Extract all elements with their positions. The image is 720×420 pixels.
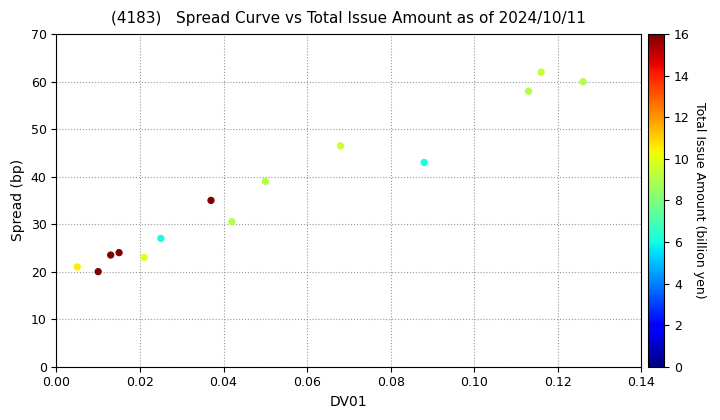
Point xyxy=(418,159,430,166)
Point xyxy=(205,197,217,204)
Point xyxy=(260,178,271,185)
Y-axis label: Total Issue Amount (billion yen): Total Issue Amount (billion yen) xyxy=(693,102,706,299)
Title: (4183)   Spread Curve vs Total Issue Amount as of 2024/10/11: (4183) Spread Curve vs Total Issue Amoun… xyxy=(112,11,586,26)
Point xyxy=(226,218,238,225)
Point xyxy=(335,142,346,149)
Point xyxy=(92,268,104,275)
Point xyxy=(155,235,166,242)
Point xyxy=(138,254,150,261)
X-axis label: DV01: DV01 xyxy=(330,395,368,409)
Point xyxy=(113,249,125,256)
Y-axis label: Spread (bp): Spread (bp) xyxy=(11,159,25,242)
Point xyxy=(71,263,83,270)
Point xyxy=(577,79,589,85)
Point xyxy=(105,252,117,258)
Point xyxy=(523,88,534,94)
Point xyxy=(536,69,547,76)
